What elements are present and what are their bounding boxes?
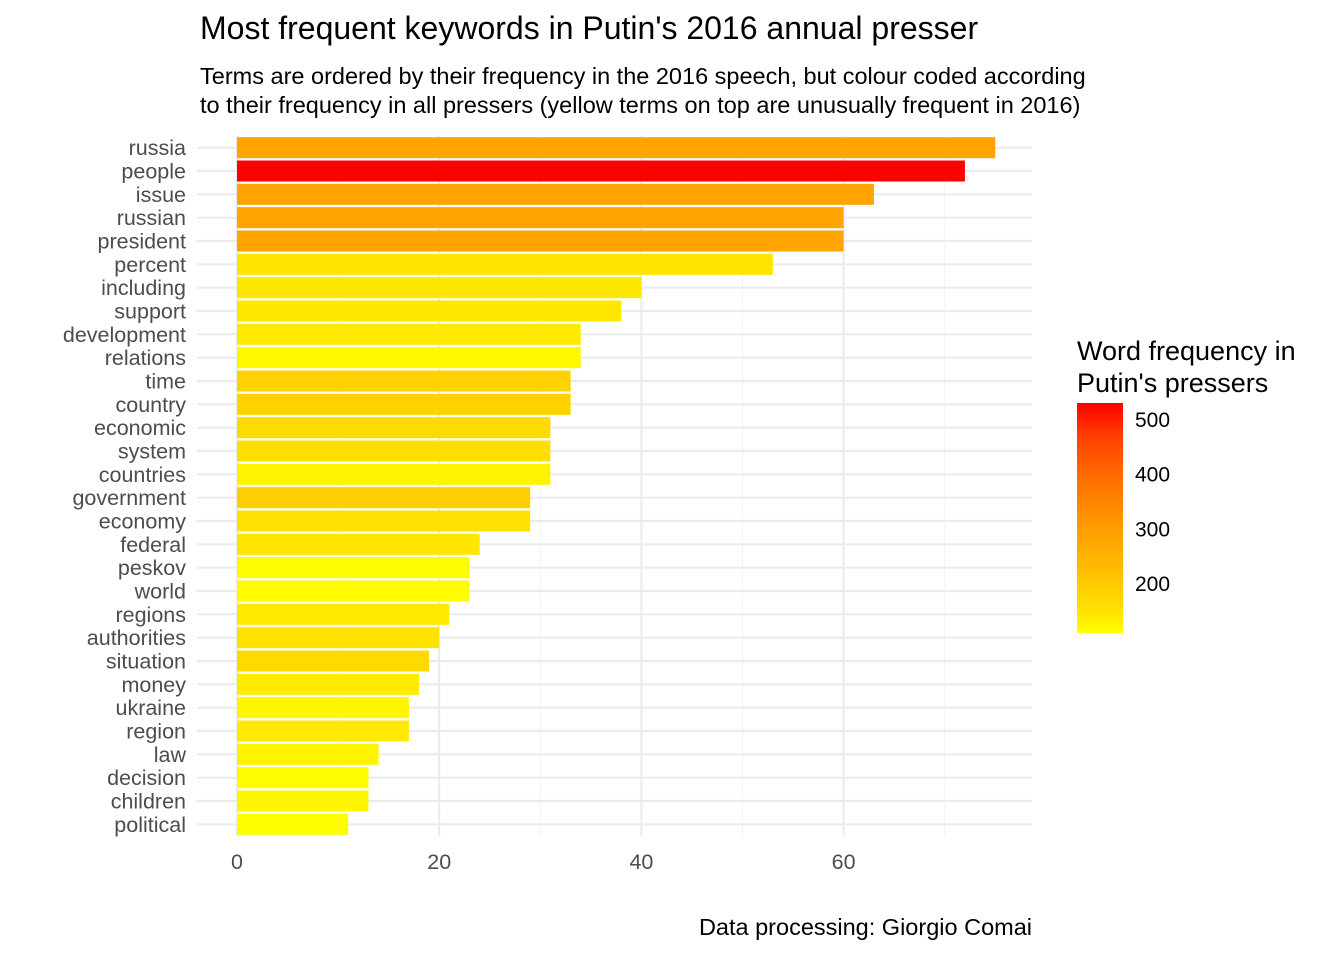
y-tick-label-government: government: [72, 486, 186, 510]
bar-peskov: [237, 557, 470, 579]
chart-caption: Data processing: Giorgio Comai: [698, 914, 1032, 940]
bar-money: [237, 673, 419, 695]
bar-time: [237, 370, 571, 392]
y-tick-label-people: people: [121, 160, 186, 184]
bar-russia: [237, 137, 996, 159]
y-tick-label-regions: regions: [115, 603, 186, 627]
y-tick-label-peskov: peskov: [118, 556, 186, 580]
y-tick-label-economic: economic: [94, 416, 186, 440]
bar-country: [237, 393, 571, 415]
x-tick-label-0: 0: [231, 850, 243, 874]
legend-label-400: 400: [1135, 464, 1170, 487]
y-tick-label-law: law: [154, 743, 187, 767]
bar-world: [237, 580, 470, 602]
y-tick-label-country: country: [115, 393, 186, 417]
bar-percent: [237, 253, 773, 275]
legend-title: Word frequency in Putin's pressers: [1077, 335, 1296, 399]
x-tick-label-20: 20: [427, 850, 451, 874]
x-tick-label-60: 60: [832, 850, 856, 874]
y-tick-label-system: system: [118, 440, 186, 464]
bar-support: [237, 300, 622, 322]
bar-economy: [237, 510, 531, 532]
legend-title-line-1: Word frequency in: [1077, 336, 1296, 366]
y-tick-label-time: time: [145, 370, 186, 394]
y-tick-label-ukraine: ukraine: [115, 696, 186, 720]
y-tick-label-region: region: [126, 720, 186, 744]
y-tick-label-children: children: [111, 790, 186, 814]
bar-relations: [237, 347, 581, 369]
bar-authorities: [237, 627, 440, 649]
bar-political: [237, 813, 349, 835]
bar-ukraine: [237, 697, 409, 719]
y-tick-label-authorities: authorities: [87, 626, 186, 650]
bar-including: [237, 277, 642, 299]
bar-region: [237, 720, 409, 742]
legend-label-500: 500: [1135, 409, 1170, 432]
bar-federal: [237, 533, 480, 555]
bar-government: [237, 487, 531, 509]
y-tick-label-world: world: [134, 580, 186, 604]
y-tick-label-money: money: [121, 673, 186, 697]
chart-subtitle-line-1: Terms are ordered by their frequency in …: [200, 63, 1086, 89]
y-tick-label-development: development: [63, 323, 186, 347]
bar-russian: [237, 207, 844, 229]
legend-label-300: 300: [1135, 518, 1170, 541]
x-tick-label-40: 40: [629, 850, 653, 874]
chart-subtitle-line-2: to their frequency in all pressers (yell…: [200, 92, 1081, 118]
y-tick-label-russia: russia: [129, 136, 186, 160]
bar-law: [237, 743, 379, 765]
y-tick-label-support: support: [114, 300, 186, 324]
y-tick-label-president: president: [98, 230, 186, 254]
y-tick-label-percent: percent: [114, 253, 186, 277]
y-tick-label-russian: russian: [117, 206, 186, 230]
bar-economic: [237, 417, 551, 439]
bar-president: [237, 230, 844, 252]
bar-people: [237, 160, 965, 182]
y-tick-label-countries: countries: [99, 463, 186, 487]
chart-subtitle: Terms are ordered by their frequency in …: [200, 62, 1086, 120]
legend-label-200: 200: [1135, 573, 1170, 596]
bar-system: [237, 440, 551, 462]
y-tick-label-relations: relations: [105, 346, 186, 370]
y-tick-label-political: political: [114, 813, 186, 837]
legend-colorbar: [1077, 403, 1123, 633]
y-tick-label-federal: federal: [120, 533, 186, 557]
bar-decision: [237, 767, 369, 789]
y-tick-label-including: including: [101, 276, 186, 300]
bar-regions: [237, 603, 450, 625]
y-tick-label-decision: decision: [107, 766, 186, 790]
legend-title-line-2: Putin's pressers: [1077, 368, 1269, 398]
y-tick-label-situation: situation: [106, 650, 186, 674]
bar-countries: [237, 463, 551, 485]
bar-children: [237, 790, 369, 812]
bar-situation: [237, 650, 430, 672]
bar-development: [237, 323, 581, 345]
chart-title: Most frequent keywords in Putin's 2016 a…: [200, 10, 979, 46]
y-tick-label-economy: economy: [99, 510, 186, 534]
y-tick-label-issue: issue: [136, 183, 186, 207]
bar-issue: [237, 183, 874, 205]
